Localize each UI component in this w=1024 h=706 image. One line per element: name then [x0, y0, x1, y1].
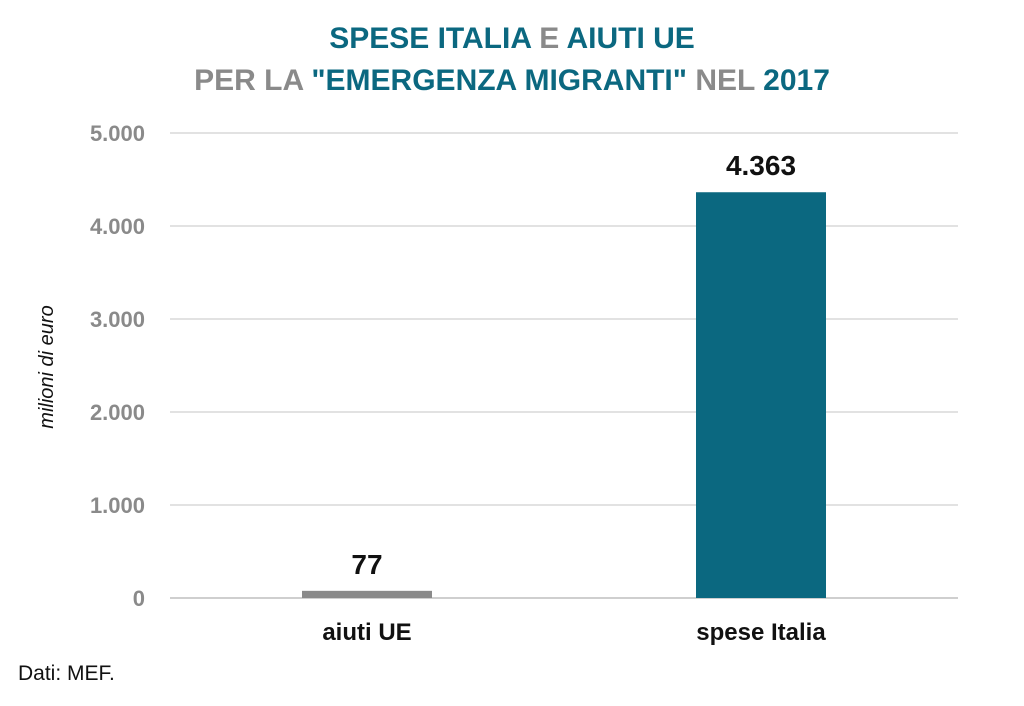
- x-tick-label: spese Italia: [696, 619, 826, 646]
- y-tick-label: 1.000: [90, 493, 145, 518]
- y-tick-label: 2.000: [90, 400, 145, 425]
- bar: [696, 192, 826, 598]
- data-label: 77: [351, 549, 382, 580]
- y-tick-label: 5.000: [90, 121, 145, 146]
- title-nel: NEL: [687, 64, 764, 97]
- data-label: 4.363: [726, 150, 796, 181]
- title-aiuti-ue: AIUTI UE: [566, 22, 695, 55]
- title-spese-italia: SPESE ITALIA: [329, 22, 531, 55]
- y-tick-label: 4.000: [90, 214, 145, 239]
- title-per-la: PER LA: [194, 64, 312, 97]
- chart-title-line1: SPESE ITALIA E AIUTI UE: [0, 22, 1024, 56]
- title-emergenza: "EMERGENZA MIGRANTI": [311, 64, 687, 97]
- title-conjunction: E: [530, 22, 567, 55]
- source-note: Dati: MEF.: [18, 662, 115, 685]
- y-tick-label: 3.000: [90, 307, 145, 332]
- x-tick-label: aiuti UE: [322, 619, 411, 646]
- chart-title-line2: PER LA "EMERGENZA MIGRANTI" NEL 2017: [0, 64, 1024, 98]
- bar: [302, 590, 432, 598]
- title-year: 2017: [763, 64, 830, 97]
- y-tick-label: 0: [133, 586, 145, 611]
- y-axis-label: milioni di euro: [36, 305, 58, 428]
